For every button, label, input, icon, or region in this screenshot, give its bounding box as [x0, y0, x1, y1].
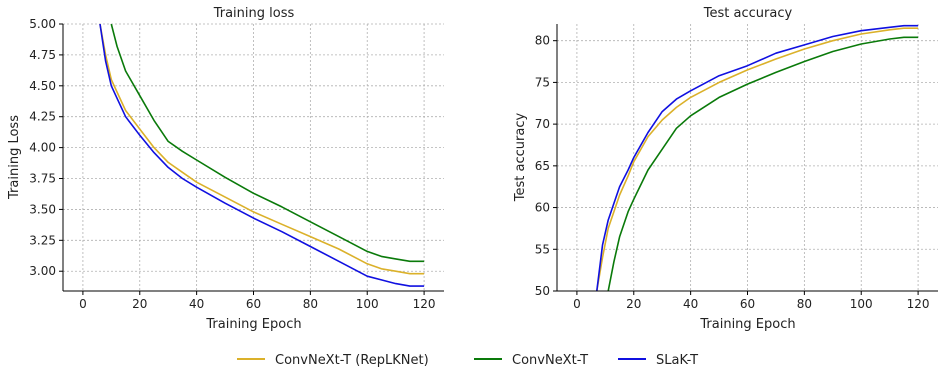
- x-tick-label: 60: [740, 297, 755, 311]
- x-axis-label: Training Epoch: [205, 317, 301, 332]
- series-line-slak-t: [99, 24, 425, 287]
- series-group: [596, 24, 919, 291]
- y-axis-label: Test accuracy: [513, 113, 528, 203]
- y-tick-label: 65: [535, 159, 550, 173]
- y-tick-label: 4.50: [29, 79, 56, 93]
- y-tick-label: 5.00: [29, 17, 56, 31]
- chart-title: Training loss: [213, 6, 295, 21]
- x-tick-label: 40: [189, 297, 204, 311]
- x-tick-label: 120: [413, 297, 436, 311]
- x-tick-label: 80: [797, 297, 812, 311]
- chart-training-loss: Training loss 0 20 40 60 80 100 120 3.003.253.…: [7, 6, 444, 332]
- x-tick-label: 100: [356, 297, 379, 311]
- x-tick-label: 80: [303, 297, 318, 311]
- legend-label-slak: SLaK-T: [656, 353, 698, 368]
- series-line-convnext-t: [607, 36, 919, 291]
- x-tick-label: 100: [850, 297, 873, 311]
- y-axis-label: Training Loss: [7, 115, 22, 200]
- x-tick-label: 0: [573, 297, 581, 311]
- y-ticks: 50 55 60 65 70 75 80: [535, 34, 557, 298]
- legend-label-replknet: ConvNeXt-T (RepLKNet): [275, 353, 429, 368]
- y-ticks: 3.00 3.25 3.50 3.75 4.00 4.25 4.50 4.75 5.00: [29, 17, 63, 278]
- y-tick-label: 80: [535, 34, 550, 48]
- x-ticks: 0 20 40 60 80 100 120: [573, 291, 930, 311]
- chart-title: Test accuracy: [703, 6, 793, 21]
- y-tick-label: 3.00: [29, 264, 56, 278]
- gridlines: [557, 24, 938, 292]
- series-line-convnext-t: [110, 24, 425, 263]
- y-tick-label: 55: [535, 242, 550, 256]
- x-tick-label: 20: [626, 297, 641, 311]
- x-tick-label: 0: [79, 297, 87, 311]
- y-tick-label: 4.25: [29, 110, 56, 124]
- y-tick-label: 50: [535, 284, 550, 298]
- series-line-convnext-t-replknet: [99, 24, 425, 275]
- series-line-slak-t: [596, 24, 919, 291]
- y-tick-label: 3.75: [29, 172, 56, 186]
- y-tick-label: 3.25: [29, 233, 56, 247]
- legend: ConvNeXt-T (RepLKNet) ConvNeXt-T SLaK-T: [237, 353, 698, 368]
- y-tick-label: 3.50: [29, 202, 56, 216]
- legend-label-convnext: ConvNeXt-T: [512, 353, 588, 368]
- series-group: [99, 24, 425, 287]
- gridlines: [63, 23, 444, 291]
- y-tick-label: 4.00: [29, 141, 56, 155]
- x-tick-label: 20: [132, 297, 147, 311]
- chart-test-accuracy: Test accuracy 0 20 40 60 80 100 120 50 55 60 65 70…: [513, 6, 938, 332]
- y-tick-label: 60: [535, 201, 550, 215]
- series-line-convnext-t-replknet: [596, 27, 919, 291]
- x-tick-label: 60: [246, 297, 261, 311]
- y-tick-label: 4.75: [29, 48, 56, 62]
- x-axis-label: Training Epoch: [699, 317, 795, 332]
- x-tick-label: 120: [907, 297, 930, 311]
- y-tick-label: 75: [535, 75, 550, 89]
- y-tick-label: 70: [535, 117, 550, 131]
- x-ticks: 0 20 40 60 80 100 120: [79, 291, 436, 311]
- x-tick-label: 40: [683, 297, 698, 311]
